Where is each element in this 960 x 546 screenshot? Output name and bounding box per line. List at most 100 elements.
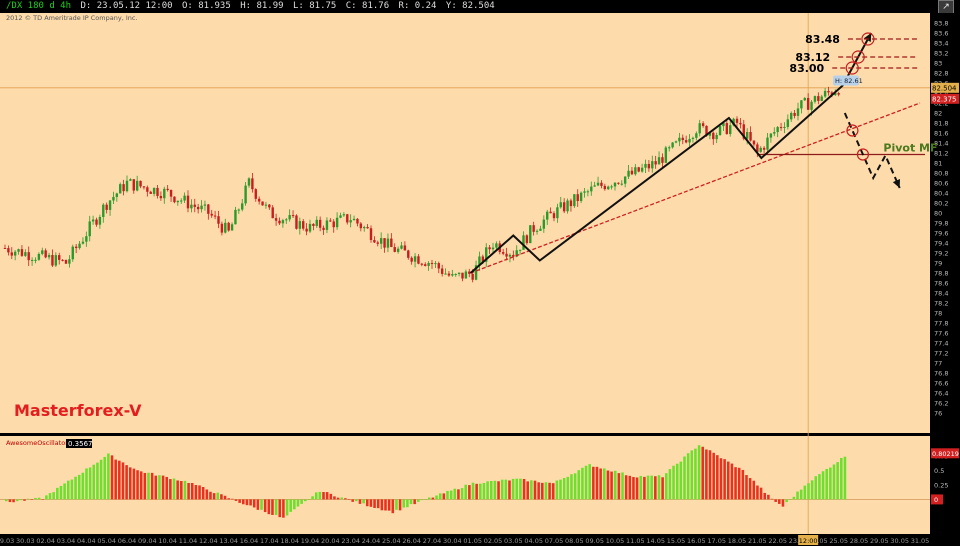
candle-body — [434, 263, 437, 265]
candle-body — [739, 122, 742, 125]
oscillator-bar — [664, 473, 668, 500]
candle-body — [196, 206, 200, 210]
candle-body — [627, 170, 630, 177]
oscillator-bar — [70, 479, 74, 500]
candle-body — [285, 219, 288, 221]
candle-body — [224, 222, 227, 233]
date-tick-label: 09.04 — [138, 537, 157, 545]
date-tick-label: 16.04 — [240, 537, 259, 545]
date-tick-label: 11.05 — [626, 537, 645, 545]
candle-body — [376, 242, 379, 244]
oscillator-bar — [340, 497, 344, 500]
oscillator-bar — [526, 481, 529, 500]
watermark-text: Masterforex-V — [14, 401, 142, 420]
oscillator-bar — [103, 456, 107, 500]
oscillator-bar — [307, 499, 311, 500]
oscillator-bar — [482, 483, 486, 500]
price-tick-label: 83.2 — [934, 50, 948, 58]
candle-body — [583, 191, 586, 193]
candle-body — [3, 248, 7, 249]
oscillator-bar — [271, 499, 274, 515]
candle-body — [579, 192, 583, 202]
close-readout: C: 81.76 — [345, 1, 390, 11]
candle-body — [735, 118, 739, 123]
y-readout: Y: 82.504 — [445, 1, 495, 11]
oscillator-bar — [723, 459, 726, 500]
candle-body — [756, 144, 759, 152]
candle-body — [288, 215, 291, 220]
candle-body — [302, 221, 305, 229]
oscillator-bar — [15, 499, 19, 502]
date-tick-label: 07.05 — [545, 537, 564, 545]
oscillator-bar — [613, 470, 617, 500]
candle-body — [135, 180, 139, 191]
low-readout: L: 81.75 — [292, 1, 337, 11]
oscillator-bar — [161, 475, 165, 500]
date-tick-label: 11.04 — [179, 537, 198, 545]
oscillator-bar — [362, 499, 365, 504]
oscillator-bar — [752, 480, 756, 500]
oscillator-bar — [679, 461, 683, 500]
oscillator-bar — [672, 465, 675, 500]
oscillator-bar — [234, 499, 238, 501]
candle-body — [7, 248, 10, 253]
oscillator-bar — [274, 499, 278, 515]
oscillator-bar — [300, 499, 303, 504]
chart-info-bar: /DX 180 d 4h D: 23.05.12 12:00 O: 81.935… — [0, 0, 960, 13]
oscillator-bar — [358, 499, 362, 504]
candle-body — [485, 247, 488, 262]
candle-body — [400, 245, 403, 249]
oscillator-bar — [810, 480, 814, 500]
candle-body — [115, 193, 119, 197]
price-tick-label: 77.6 — [934, 330, 948, 338]
candle-body — [112, 196, 115, 201]
oscillator-bar — [56, 487, 59, 500]
price-tick-label: 82.8 — [934, 70, 948, 78]
oscillator-bar — [453, 488, 457, 500]
oscillator-bar — [387, 499, 391, 511]
date-tick-label: 17.05 — [707, 537, 726, 545]
candle-body — [17, 249, 20, 252]
candle-body — [657, 157, 661, 165]
candle-body — [762, 147, 766, 150]
oscillator-bar — [537, 482, 540, 500]
candle-body — [308, 223, 312, 232]
candle-body — [691, 137, 695, 139]
candle-body — [600, 182, 603, 186]
oscillator-bar — [150, 472, 154, 500]
candle-body — [102, 204, 105, 217]
oscillator-tick-label: 0.5 — [934, 467, 944, 475]
candle-body — [125, 180, 129, 192]
oscillator-bar — [814, 476, 818, 500]
oscillator-bar — [409, 499, 413, 505]
oscillator-bar — [716, 455, 719, 500]
oscillator-bar — [355, 499, 358, 502]
oscillator-bar — [249, 499, 252, 506]
oscillator-bar — [365, 499, 369, 507]
candle-body — [637, 167, 640, 172]
oscillator-bar — [41, 499, 45, 500]
oscillator-bar — [99, 459, 103, 500]
symbol-label[interactable]: /DX 180 d 4h — [6, 1, 72, 11]
oscillator-bar — [570, 474, 573, 500]
date-marker-box — [798, 535, 819, 545]
candle-body — [834, 93, 837, 96]
oscillator-bar — [347, 499, 351, 500]
oscillator-bar — [785, 499, 788, 503]
candle-body — [332, 221, 335, 228]
price-tick-label: 81.8 — [934, 120, 948, 128]
candle-body — [417, 256, 420, 264]
candle-body — [386, 238, 390, 248]
oscillator-bar — [154, 475, 158, 500]
candle-body — [532, 225, 535, 232]
candle-body — [78, 243, 81, 249]
oscillator-bar — [176, 480, 179, 500]
candle-body — [512, 254, 515, 257]
candle-body — [95, 219, 98, 225]
oscillator-bar — [311, 496, 314, 500]
oscillator-bar — [183, 480, 187, 500]
candle-body — [278, 220, 281, 224]
oscillator-bar — [23, 499, 26, 501]
